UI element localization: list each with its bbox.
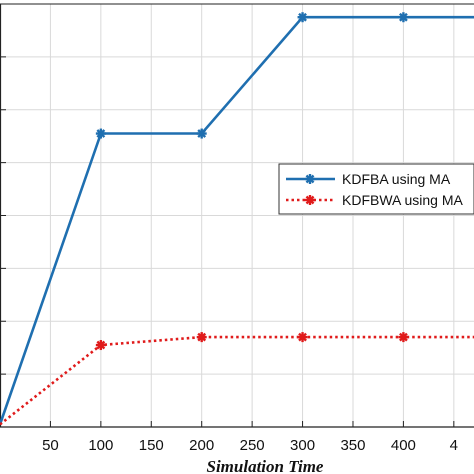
series-line-kdfbwa <box>0 335 474 426</box>
series-layer <box>0 12 474 426</box>
data-point-kdfba <box>398 12 409 23</box>
data-point-kdfbwa-stroke <box>96 340 106 350</box>
legend-star-kdfbwa-stroke <box>305 195 315 205</box>
x-tick-label: 400 <box>391 437 416 454</box>
data-point-kdfbwa-stroke <box>298 332 307 342</box>
x-tick-labels: 50 100 150 200 250 300 350 400 4 <box>42 437 458 454</box>
data-point-kdfba-stroke <box>96 129 106 138</box>
data-point-kdfbwa <box>297 332 308 343</box>
legend-star-kdfba <box>305 174 315 184</box>
x-tick-label: 150 <box>139 437 164 454</box>
legend-label-kdfba: KDFBA using MA <box>342 171 451 187</box>
data-point-kdfba-stroke <box>298 12 307 22</box>
data-point-kdfbwa <box>398 332 409 343</box>
data-point-kdfbwa-stroke <box>197 332 207 342</box>
grid-lines <box>0 4 474 427</box>
legend-label-kdfbwa: KDFBWA using MA <box>342 192 464 208</box>
x-axis-title: Simulation Time <box>207 457 324 474</box>
data-point-kdfbwa-stroke <box>399 332 408 342</box>
axes <box>0 3 474 428</box>
x-tick-label: 100 <box>88 437 113 454</box>
legend-marker-kdfba <box>305 174 315 184</box>
x-tick-label: 4 <box>450 437 458 454</box>
data-point-kdfba <box>297 12 308 23</box>
x-tick-label: 350 <box>340 437 365 454</box>
x-tick-label: 250 <box>240 437 265 454</box>
legend-box <box>278 163 474 215</box>
data-point-kdfba <box>95 128 106 139</box>
data-point-kdfbwa <box>196 332 207 343</box>
legend-star-kdfbwa <box>305 195 315 205</box>
x-tick-label: 200 <box>189 437 214 454</box>
x-tick-label: 50 <box>42 437 59 454</box>
data-point-kdfba-stroke <box>197 129 207 138</box>
legend-marker-kdfbwa <box>305 195 315 205</box>
data-point-kdfba-stroke <box>399 12 408 22</box>
series-line-kdfba <box>0 15 474 425</box>
legend-star-kdfba-stroke <box>305 174 315 184</box>
data-point-kdfbwa <box>95 340 106 351</box>
data-point-kdfba <box>196 128 207 139</box>
legend: KDFBA using MA KDFBWA using MA <box>278 163 474 215</box>
x-tick-label: 300 <box>290 437 315 454</box>
